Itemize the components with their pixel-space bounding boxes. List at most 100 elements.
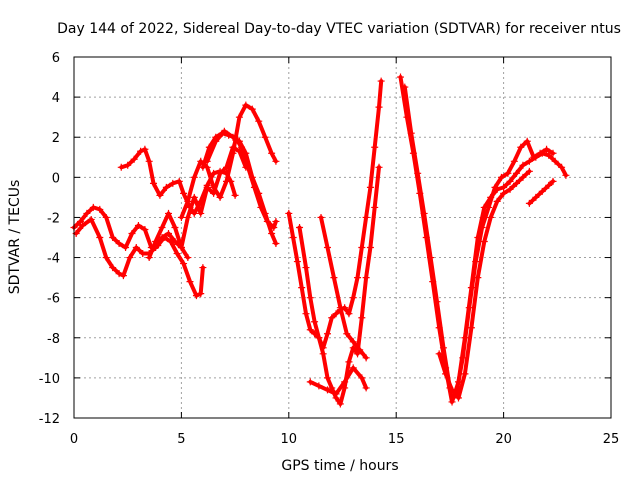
data-point xyxy=(345,358,353,366)
data-point xyxy=(549,149,557,157)
data-point xyxy=(336,304,344,312)
data-point xyxy=(532,193,540,201)
data-point xyxy=(242,163,250,171)
data-point xyxy=(117,163,125,171)
data-point xyxy=(268,149,276,157)
data-point xyxy=(493,197,501,205)
data-point xyxy=(293,258,301,266)
data-point xyxy=(420,209,428,217)
data-point xyxy=(478,223,486,231)
data-point xyxy=(171,223,179,231)
data-point xyxy=(549,177,557,185)
grid xyxy=(74,57,611,418)
y-tick-label: 4 xyxy=(52,91,60,106)
series-line xyxy=(319,215,369,360)
data-point xyxy=(186,278,194,286)
data-point xyxy=(349,338,357,346)
data-point xyxy=(377,77,385,85)
series-trace-h xyxy=(285,77,385,352)
data-point xyxy=(442,370,450,378)
data-point xyxy=(506,185,514,193)
data-point xyxy=(328,314,336,322)
data-point xyxy=(216,169,224,177)
data-point xyxy=(396,73,404,81)
data-point xyxy=(467,324,475,332)
data-point xyxy=(500,189,508,197)
series-trace-m xyxy=(401,83,557,398)
data-point xyxy=(231,191,239,199)
data-point xyxy=(332,390,340,398)
data-point xyxy=(261,133,269,141)
data-point xyxy=(536,149,544,157)
data-point xyxy=(354,274,362,282)
data-point xyxy=(311,318,319,326)
data-point xyxy=(414,169,422,177)
data-point xyxy=(177,213,185,221)
data-series xyxy=(70,73,570,408)
data-point xyxy=(83,209,91,217)
chart-title: Day 144 of 2022, Sidereal Day-to-day VTE… xyxy=(57,21,621,37)
data-point xyxy=(261,209,269,217)
data-point xyxy=(184,197,192,205)
data-point xyxy=(203,183,211,191)
series-trace-b xyxy=(72,215,192,280)
data-point xyxy=(306,326,314,334)
series-line xyxy=(74,217,190,278)
data-point xyxy=(487,213,495,221)
data-point xyxy=(289,234,297,241)
data-point xyxy=(461,370,469,378)
data-point xyxy=(474,274,482,282)
series-trace-i xyxy=(296,163,383,408)
data-point xyxy=(448,386,456,394)
data-point xyxy=(401,83,409,91)
data-point xyxy=(184,213,192,221)
data-point xyxy=(302,310,310,318)
y-tick-label: 0 xyxy=(52,171,60,186)
y-tick-label: -12 xyxy=(39,412,60,427)
data-point xyxy=(459,354,467,362)
data-point xyxy=(109,264,117,272)
data-point xyxy=(319,350,327,358)
data-point xyxy=(79,221,87,229)
data-point xyxy=(115,270,123,278)
data-point xyxy=(336,400,344,408)
data-point xyxy=(272,217,280,225)
data-point xyxy=(87,215,95,223)
data-point xyxy=(184,254,192,262)
data-point xyxy=(119,272,127,280)
x-tick-label: 10 xyxy=(281,432,298,447)
data-point xyxy=(298,284,306,292)
data-point xyxy=(296,223,304,231)
data-point xyxy=(169,179,177,187)
y-tick-label: 6 xyxy=(52,51,60,66)
data-point xyxy=(323,374,331,382)
data-point xyxy=(177,244,185,252)
data-point xyxy=(407,129,415,137)
data-point xyxy=(197,157,205,165)
data-point xyxy=(551,157,559,165)
data-point xyxy=(89,203,97,211)
x-tick-label: 15 xyxy=(388,432,405,447)
data-point xyxy=(343,330,351,338)
data-point xyxy=(491,183,499,191)
series-trace-o xyxy=(525,177,557,207)
data-point xyxy=(192,292,200,300)
series-trace-k xyxy=(317,213,370,362)
data-point xyxy=(128,229,136,237)
x-axis-title: GPS time / hours xyxy=(281,458,398,474)
data-point xyxy=(506,177,514,185)
data-point xyxy=(512,179,520,187)
data-point xyxy=(517,143,525,151)
y-tick-label: -2 xyxy=(47,211,60,226)
x-tick-label: 0 xyxy=(70,432,78,447)
data-point xyxy=(358,374,366,382)
data-point xyxy=(371,203,379,211)
data-point xyxy=(315,334,323,342)
data-point xyxy=(156,191,164,199)
data-point xyxy=(519,161,527,169)
data-point xyxy=(76,217,84,225)
data-point xyxy=(356,346,364,354)
data-point xyxy=(109,234,117,241)
series-line xyxy=(72,205,205,298)
